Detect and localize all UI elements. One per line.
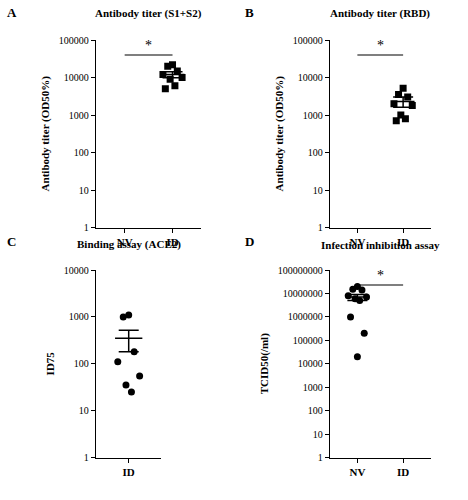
svg-text:1000: 1000 [69,110,89,121]
svg-text:Infection inhibition assay: Infection inhibition assay [321,239,440,251]
svg-text:10000: 10000 [298,72,323,83]
svg-text:1: 1 [318,222,323,233]
svg-text:C: C [7,234,16,249]
svg-text:10: 10 [79,185,89,196]
svg-text:100: 100 [308,405,323,416]
svg-text:100: 100 [74,147,89,158]
svg-text:1: 1 [318,452,323,463]
svg-text:10000: 10000 [298,358,323,369]
svg-text:NV: NV [349,466,365,478]
svg-text:1000: 1000 [303,382,323,393]
svg-text:100000: 100000 [293,35,323,46]
svg-text:ID: ID [123,466,135,478]
svg-text:NV: NV [349,236,365,248]
svg-text:D: D [245,234,254,249]
svg-text:ID: ID [397,466,409,478]
svg-text:100000000: 100000000 [278,265,323,276]
svg-text:A: A [7,5,17,20]
svg-text:Antibody titer (RBD): Antibody titer (RBD) [330,7,430,20]
svg-text:*: * [377,38,384,53]
svg-text:ID: ID [397,236,409,248]
svg-text:100: 100 [308,147,323,158]
svg-text:1000: 1000 [69,311,89,322]
svg-text:ID75: ID75 [44,352,56,376]
svg-text:1: 1 [84,452,89,463]
svg-text:100000: 100000 [293,335,323,346]
svg-text:10000: 10000 [64,72,89,83]
svg-text:Antibody titer (S1+S2): Antibody titer (S1+S2) [95,7,202,20]
svg-text:10000: 10000 [64,265,89,276]
svg-text:10000000: 10000000 [283,288,323,299]
svg-text:Binding assay (ACE2): Binding assay (ACE2) [77,238,181,251]
svg-text:ID: ID [166,236,178,248]
svg-text:TCID50(/ml): TCID50(/ml) [258,333,271,394]
svg-text:B: B [245,5,254,20]
svg-text:10: 10 [79,405,89,416]
svg-text:10: 10 [313,185,323,196]
svg-text:*: * [377,268,384,283]
svg-text:1000000: 1000000 [288,311,323,322]
svg-text:1: 1 [84,222,89,233]
svg-text:100: 100 [74,358,89,369]
svg-text:*: * [145,38,152,53]
svg-text:NV: NV [117,236,133,248]
svg-text:Antibody titer (OD50%): Antibody titer (OD50%) [273,76,286,192]
svg-text:10: 10 [313,429,323,440]
svg-text:1000: 1000 [303,110,323,121]
svg-text:100000: 100000 [59,35,89,46]
svg-text:Antibody titer (OD50%): Antibody titer (OD50%) [39,76,52,192]
